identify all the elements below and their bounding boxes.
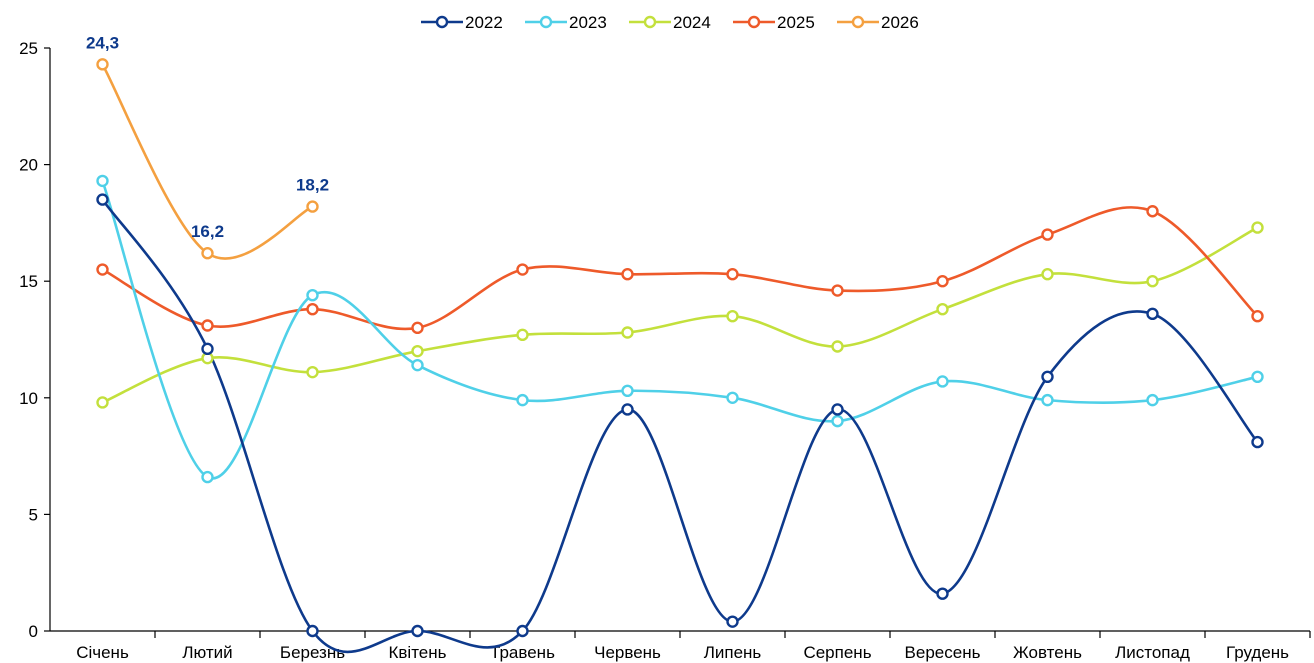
- data-point-2024: [411, 344, 424, 358]
- x-tick-label: Серпень: [803, 643, 871, 662]
- y-tick-label: 25: [19, 39, 38, 58]
- data-point-2025: [1251, 309, 1264, 323]
- data-point-2023: [96, 174, 109, 188]
- data-point-2025: [831, 284, 844, 297]
- legend-swatch-marker: [539, 15, 553, 29]
- data-point-2025: [516, 263, 529, 276]
- data-point-2022: [936, 587, 949, 600]
- data-point-2022: [96, 193, 109, 206]
- data-point-2026: [306, 200, 319, 213]
- legend-label: 2024: [673, 13, 711, 32]
- data-point-2026: [96, 58, 109, 71]
- x-tick-label: Березнь: [280, 643, 345, 662]
- x-tick-label: Жовтень: [1013, 643, 1082, 662]
- data-label: 18,2: [296, 176, 329, 195]
- data-point-2022: [726, 615, 739, 628]
- data-labels: 24,3 16,2 18,2: [86, 33, 329, 241]
- y-tick-label: 20: [19, 156, 38, 175]
- data-point-2026: [201, 247, 214, 260]
- legend-label: 2022: [465, 13, 503, 32]
- data-point-2025: [201, 319, 214, 332]
- x-tick-label: Вересень: [905, 643, 981, 662]
- series-line-2025: [101, 206, 1259, 331]
- data-point-2025: [726, 268, 739, 281]
- data-point-2023: [726, 391, 739, 404]
- x-tick-label: Січень: [76, 643, 129, 662]
- data-point-2024: [306, 365, 319, 379]
- y-tick-label: 15: [19, 272, 38, 291]
- x-tick-label: Травень: [490, 643, 555, 662]
- data-point-2022: [411, 624, 424, 638]
- legend-swatch-marker: [643, 15, 657, 29]
- data-point-2023: [411, 358, 424, 372]
- data-point-2022: [831, 403, 844, 416]
- data-point-2025: [306, 302, 319, 316]
- data-point-2023: [1146, 393, 1159, 407]
- data-point-2025: [936, 275, 949, 288]
- y-tick-label: 0: [29, 622, 38, 641]
- data-point-2022: [516, 624, 529, 638]
- series-line-2024: [101, 226, 1259, 404]
- data-label: 24,3: [86, 33, 119, 52]
- y-tick-label: 10: [19, 389, 38, 408]
- series-lines: [101, 63, 1259, 654]
- series-points: [96, 58, 1264, 638]
- data-label: 16,2: [191, 222, 224, 241]
- data-point-2025: [621, 268, 634, 281]
- data-point-2025: [411, 321, 424, 335]
- data-point-2024: [621, 326, 634, 339]
- data-point-2025: [1041, 228, 1054, 241]
- legend-label: 2025: [777, 13, 815, 32]
- data-point-2022: [306, 624, 319, 638]
- legend-label: 2023: [569, 13, 607, 32]
- data-point-2022: [1251, 435, 1264, 449]
- data-point-2024: [1251, 221, 1264, 234]
- data-point-2024: [726, 309, 739, 323]
- y-tick-label: 5: [29, 505, 38, 524]
- chart-legend: 2022 2023 2024 2025 2026: [421, 13, 919, 32]
- data-point-2025: [96, 263, 109, 276]
- data-point-2022: [1146, 307, 1159, 321]
- data-point-2024: [1146, 275, 1159, 288]
- data-point-2024: [1041, 268, 1054, 281]
- series-line-2022: [101, 198, 1259, 654]
- legend-swatch-marker: [851, 15, 865, 29]
- data-point-2022: [621, 403, 634, 416]
- legend-label: 2026: [881, 13, 919, 32]
- data-point-2024: [516, 328, 529, 342]
- data-point-2023: [936, 375, 949, 388]
- data-point-2022: [1041, 370, 1054, 384]
- x-tick-label: Квітень: [388, 643, 446, 662]
- legend-swatch-marker: [435, 15, 449, 29]
- data-point-2023: [1041, 393, 1054, 407]
- data-point-2024: [831, 340, 844, 353]
- data-point-2022: [201, 342, 214, 356]
- chart-axes: 0 5 10 15 20 25 Січень Лютий Березнь Квітень Траве…: [19, 39, 1311, 662]
- data-point-2024: [936, 302, 949, 316]
- data-point-2023: [516, 393, 529, 407]
- x-tick-label: Червень: [594, 643, 661, 662]
- series-line-2023: [101, 180, 1258, 480]
- x-tick-label: Липень: [704, 643, 762, 662]
- data-point-2023: [831, 414, 844, 428]
- data-point-2023: [306, 288, 319, 302]
- x-tick-label: Грудень: [1226, 643, 1289, 662]
- data-point-2025: [1146, 205, 1159, 218]
- data-point-2023: [1251, 370, 1264, 384]
- data-point-2023: [621, 384, 634, 398]
- x-tick-label: Лютий: [182, 643, 232, 662]
- data-point-2024: [96, 396, 109, 409]
- data-point-2023: [201, 470, 214, 484]
- x-tick-label: Листопад: [1115, 643, 1190, 662]
- legend-swatch-marker: [747, 15, 761, 29]
